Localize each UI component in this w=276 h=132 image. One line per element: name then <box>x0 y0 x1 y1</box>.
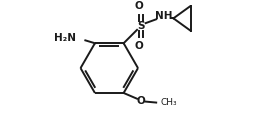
Text: S: S <box>137 21 145 31</box>
Text: O: O <box>137 96 145 106</box>
Text: NH: NH <box>155 11 172 21</box>
Text: O: O <box>135 1 143 11</box>
Text: O: O <box>135 41 143 51</box>
Text: CH₃: CH₃ <box>161 98 178 107</box>
Text: H₂N: H₂N <box>54 33 76 43</box>
